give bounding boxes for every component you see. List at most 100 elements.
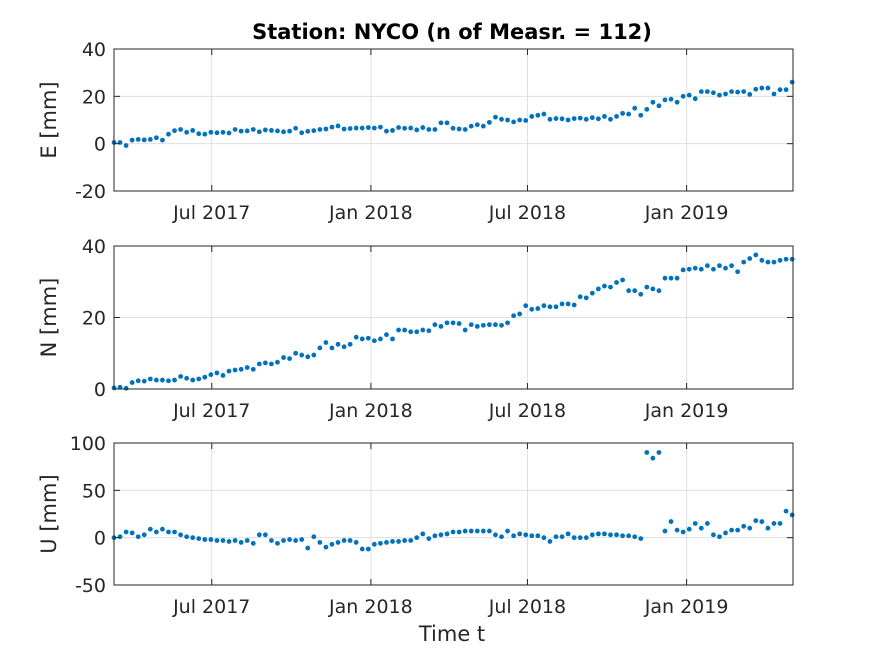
data-point [450,125,456,131]
data-point [196,376,202,382]
data-point [650,99,656,105]
data-point [638,291,644,297]
data-point [765,525,771,531]
data-point [244,128,250,134]
data-point [777,521,783,526]
data-point [408,329,414,335]
data-point [650,455,656,461]
data-point [662,275,668,281]
data-point [353,540,359,545]
axes-box [113,48,794,192]
data-point [462,528,468,534]
data-point [238,540,244,545]
figure-title: Station: NYCO (n of Measr. = 112) [252,20,652,44]
data-point [656,450,662,455]
data-point [529,533,535,539]
data-point [692,265,698,271]
data-point [396,327,401,333]
data-point [281,355,286,360]
data-point [741,89,747,94]
data-point [608,284,613,290]
data-point [329,124,335,130]
data-point [178,374,184,379]
data-point [232,538,238,543]
data-point [717,534,722,540]
data-point [450,529,456,535]
data-point [668,96,674,102]
data-point [190,128,196,133]
data-point [390,336,395,342]
data-point [632,534,638,540]
data-point [493,114,498,120]
data-point [226,130,232,136]
data-point [644,106,650,112]
data-point [384,540,389,545]
data-point [765,259,771,265]
data-point [614,114,619,119]
data-point [402,327,408,333]
data-point [559,301,565,307]
data-point [559,534,565,540]
data-point [305,128,311,134]
x-tick-label: Jan 2018 [328,400,413,422]
data-point [214,130,220,136]
data-point [341,126,347,132]
data-point [135,137,141,142]
data-point [299,352,305,358]
data-point [698,266,704,272]
data-point [468,322,474,328]
data-point [160,377,165,383]
data-point [347,538,353,543]
data-point [614,532,619,538]
x-tick-label: Jan 2018 [328,202,413,224]
data-point [402,538,408,543]
data-point [686,92,692,98]
data-point [626,111,632,117]
data-point [323,544,329,550]
data-point [184,375,190,381]
data-point [359,336,365,342]
data-point [166,131,171,137]
data-point [783,87,789,93]
data-point [160,137,165,143]
data-point [674,275,680,281]
data-point [262,127,268,133]
data-point [208,372,214,378]
data-point [335,540,341,545]
data-point [123,143,129,148]
data-point [456,321,462,326]
x-tick-label: Jul 2018 [488,400,566,422]
data-point [153,377,159,383]
data-point [299,130,305,136]
data-point [741,259,747,265]
data-point [408,538,414,543]
data-point [765,85,771,91]
y-tick-label: 40 [82,236,106,258]
data-point [698,525,704,531]
data-point [553,116,559,121]
y-tick-label: -50 [75,575,106,597]
data-point [178,532,184,538]
data-point [147,526,153,532]
data-point [396,539,401,544]
data-point [141,378,147,384]
data-point [565,531,571,537]
x-tick-label: Jan 2018 [328,596,413,618]
data-point [686,526,692,532]
data-point [480,123,486,129]
data-point [226,539,232,544]
data-point [523,118,529,123]
data-point [486,528,492,534]
data-point [668,519,674,524]
data-point [153,529,159,535]
data-point [396,125,401,130]
data-point [468,123,474,129]
data-point [365,546,371,552]
data-point [759,257,765,263]
data-point [674,99,680,105]
data-point [535,533,541,539]
data-point [432,533,438,539]
data-point [626,533,632,539]
data-point [202,537,208,542]
data-point [583,295,589,301]
